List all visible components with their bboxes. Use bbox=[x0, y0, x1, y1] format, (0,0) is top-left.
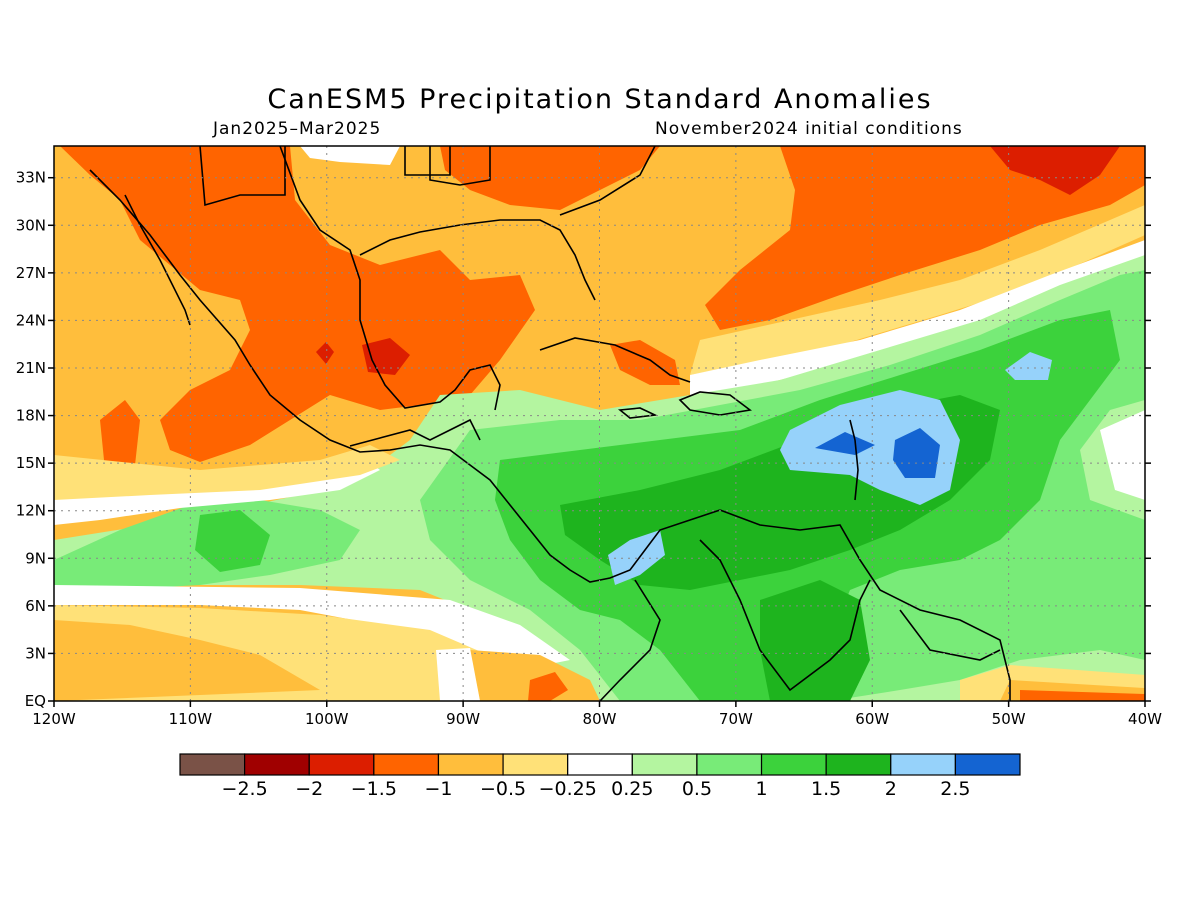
lat-tick-label: 15N bbox=[16, 454, 46, 472]
map-title: CanESM5 Precipitation Standard Anomalies bbox=[267, 84, 933, 115]
lon-tick-label: 120W bbox=[32, 710, 76, 728]
colorbar-swatch bbox=[567, 753, 633, 776]
colorbar-label: 2.5 bbox=[940, 778, 970, 800]
lon-tick-label: 40W bbox=[1128, 710, 1162, 728]
colorbar-label: −1.5 bbox=[351, 778, 397, 800]
colorbar-swatch bbox=[179, 753, 246, 776]
lat-tick-label: 12N bbox=[16, 502, 46, 520]
colorbar-swatch bbox=[890, 753, 956, 776]
colorbar-label: 1.5 bbox=[811, 778, 841, 800]
colorbar-label: 2 bbox=[885, 778, 897, 800]
lon-tick-label: 60W bbox=[855, 710, 889, 728]
lat-tick-label: 9N bbox=[25, 549, 46, 567]
axes: 120W 110W 100W 90W 80W 70W 60W 50W 40W EQ 3N 6N 9N 12… bbox=[16, 169, 1162, 728]
lat-tick-label: 24N bbox=[16, 311, 46, 329]
lon-tick-label: 100W bbox=[305, 710, 349, 728]
colorbar-label: 0.5 bbox=[682, 778, 712, 800]
graticule bbox=[54, 146, 1145, 701]
lon-tick-label: 50W bbox=[992, 710, 1026, 728]
forecast-period: Jan2025–Mar2025 bbox=[213, 119, 382, 139]
coastlines bbox=[89, 146, 1011, 701]
colorbar-swatch bbox=[308, 753, 375, 776]
lat-tick-label: 6N bbox=[25, 597, 46, 615]
colorbar-swatch bbox=[825, 753, 892, 776]
colorbar-swatch bbox=[631, 753, 698, 776]
anomaly-field bbox=[54, 146, 1145, 701]
colorbar-label: 1 bbox=[755, 778, 767, 800]
colorbar-swatch bbox=[437, 753, 504, 776]
lon-tick-label: 80W bbox=[583, 710, 617, 728]
colorbar: −2.5 −2 −1.5 −1 −0.5 −0.25 0.25 0.5 1 1.5 2 2.5 bbox=[179, 753, 1021, 800]
colorbar-swatch bbox=[373, 753, 440, 776]
colorbar-swatch bbox=[696, 753, 763, 776]
lon-tick-label: 110W bbox=[169, 710, 213, 728]
colorbar-label: −0.5 bbox=[480, 778, 526, 800]
colorbar-swatch bbox=[244, 753, 310, 776]
lat-tick-label: 21N bbox=[16, 359, 46, 377]
colorbar-label: −0.25 bbox=[539, 778, 597, 800]
lat-tick-label: 3N bbox=[25, 644, 46, 662]
lat-tick-label: EQ bbox=[25, 692, 46, 710]
lat-tick-label: 30N bbox=[16, 216, 46, 234]
colorbar-label: −2 bbox=[295, 778, 323, 800]
lat-tick-label: 33N bbox=[16, 169, 46, 187]
lon-tick-label: 70W bbox=[719, 710, 753, 728]
lon-tick-label: 90W bbox=[446, 710, 480, 728]
colorbar-swatch bbox=[760, 753, 827, 776]
colorbar-label: 0.25 bbox=[611, 778, 653, 800]
initial-conditions: November2024 initial conditions bbox=[655, 119, 963, 139]
colorbar-label: −1 bbox=[424, 778, 452, 800]
colorbar-swatch bbox=[954, 753, 1021, 776]
lat-tick-label: 18N bbox=[16, 407, 46, 425]
lat-tick-label: 27N bbox=[16, 264, 46, 282]
colorbar-swatch bbox=[502, 753, 569, 776]
colorbar-label: −2.5 bbox=[222, 778, 268, 800]
